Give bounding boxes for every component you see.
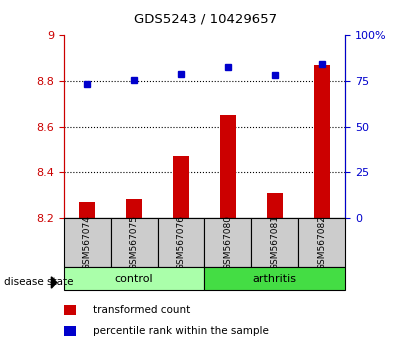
Bar [64, 326, 76, 336]
Text: GDS5243 / 10429657: GDS5243 / 10429657 [134, 12, 277, 25]
Text: disease state: disease state [4, 278, 74, 287]
Bar [267, 193, 283, 218]
Bar [79, 202, 95, 218]
Bar [64, 305, 76, 315]
Bar [220, 115, 236, 218]
Text: GSM567076: GSM567076 [176, 215, 185, 270]
Text: GSM567081: GSM567081 [270, 215, 279, 270]
Text: GSM567082: GSM567082 [317, 215, 326, 270]
Bar [298, 218, 345, 267]
Bar [64, 267, 205, 290]
Bar [111, 218, 157, 267]
Bar [173, 156, 189, 218]
Text: GSM567080: GSM567080 [224, 215, 233, 270]
Bar [205, 218, 252, 267]
Text: control: control [115, 274, 153, 284]
Bar [252, 218, 298, 267]
Text: GSM567074: GSM567074 [83, 215, 92, 270]
Bar [126, 199, 142, 218]
Bar [205, 267, 345, 290]
Bar [314, 65, 330, 218]
Bar [64, 218, 111, 267]
Text: transformed count: transformed count [93, 305, 191, 315]
Text: arthritis: arthritis [253, 274, 297, 284]
Text: percentile rank within the sample: percentile rank within the sample [93, 326, 269, 336]
Text: GSM567075: GSM567075 [129, 215, 139, 270]
Polygon shape [51, 277, 57, 288]
Bar [157, 218, 205, 267]
